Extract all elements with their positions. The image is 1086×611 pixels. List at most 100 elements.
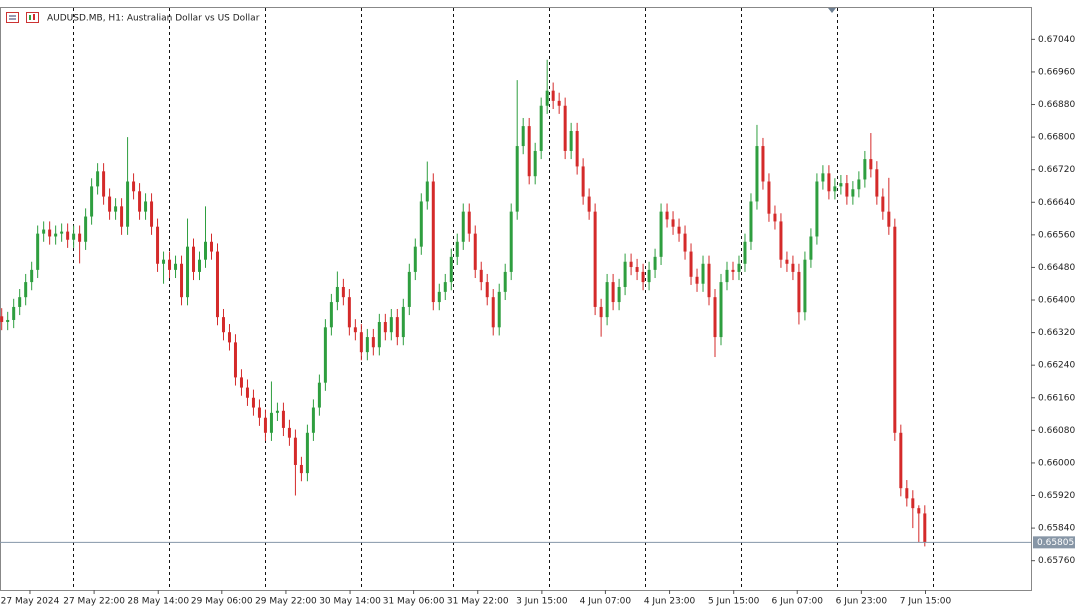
candle-body <box>599 306 603 318</box>
candle-body <box>425 181 429 202</box>
candle-body <box>150 201 154 227</box>
x-tick-label: 27 May 22:00 <box>63 597 125 607</box>
candle-body <box>887 211 891 227</box>
candle-body <box>569 130 573 151</box>
candle-body <box>701 263 705 284</box>
y-tick-label: 0.66960 <box>1038 67 1075 77</box>
candle-body <box>545 90 549 106</box>
candle-body <box>275 410 279 413</box>
y-tick-label: 0.66880 <box>1038 100 1075 110</box>
candle-body <box>713 297 717 338</box>
candle-body <box>174 263 178 270</box>
candle-body <box>905 488 909 499</box>
candle-body <box>102 171 106 197</box>
x-tick-label: 7 Jun 15:00 <box>900 597 952 607</box>
x-tick-label: 27 May 2024 <box>1 597 60 607</box>
y-tick-label: 0.65920 <box>1038 491 1075 501</box>
candle-body <box>24 282 28 298</box>
x-tick-label: 31 May 22:00 <box>447 597 509 607</box>
y-tick-label: 0.65840 <box>1038 524 1075 534</box>
candle-body <box>233 342 237 378</box>
candle-body <box>227 332 231 343</box>
candle-body <box>653 256 657 270</box>
title-icons <box>6 12 39 23</box>
candle-body <box>827 173 831 192</box>
candle-body <box>239 377 243 388</box>
candle-body <box>557 100 561 106</box>
candle-body <box>78 233 82 242</box>
price-label: 0.65805 <box>1037 538 1074 548</box>
candle-body <box>245 387 249 398</box>
candle-body <box>461 211 465 242</box>
candle-body <box>803 259 807 313</box>
candle-body <box>611 282 615 303</box>
candle-body <box>156 226 160 264</box>
candle-body <box>779 221 783 260</box>
candle-body <box>281 410 285 428</box>
candle-body <box>737 263 741 272</box>
candle-body <box>791 263 795 272</box>
candle-body <box>6 319 10 323</box>
candle-body <box>773 213 777 222</box>
candle-body <box>407 271 411 307</box>
candle-body <box>180 263 184 298</box>
candle-body <box>353 327 357 333</box>
candle-body <box>473 233 477 270</box>
candle-body <box>605 282 609 318</box>
candle-body <box>401 306 405 338</box>
candle-body <box>515 146 519 212</box>
candle-body <box>36 233 40 270</box>
candle-body <box>527 126 531 177</box>
candle-body <box>767 181 771 214</box>
candle-body <box>797 271 801 313</box>
candle-body <box>138 191 142 212</box>
x-tick-label: 6 Jun 07:00 <box>772 597 824 607</box>
candle-body <box>671 219 675 227</box>
candle-body <box>90 186 94 217</box>
candle-body <box>851 189 855 197</box>
y-tick-label: 0.66720 <box>1038 165 1075 175</box>
price-tag <box>1033 536 1075 549</box>
candle-body <box>66 231 70 240</box>
candle-body <box>629 261 633 268</box>
candle-body <box>683 233 687 252</box>
candle-body <box>899 432 903 489</box>
candle-body <box>785 259 789 264</box>
candle-body <box>809 236 813 260</box>
candle-body <box>329 302 333 328</box>
candle-body <box>755 146 759 202</box>
candle-body <box>192 246 196 272</box>
candle-body <box>341 286 345 298</box>
y-tick-label: 0.66560 <box>1038 230 1075 240</box>
candle-body <box>389 317 393 333</box>
candle-body <box>257 407 261 418</box>
candle-body <box>186 246 190 298</box>
x-tick-label: 4 Jun 07:00 <box>580 597 632 607</box>
candle-body <box>48 229 52 237</box>
candle-body <box>575 130 579 167</box>
candle-body <box>215 251 219 318</box>
candle-body <box>509 211 513 272</box>
candle-body <box>719 282 723 338</box>
icon <box>6 12 19 23</box>
y-tick-label: 0.65760 <box>1038 556 1075 566</box>
plot-frame <box>0 7 1032 591</box>
candle-body <box>731 269 735 272</box>
candle-body <box>221 317 225 333</box>
candle-body <box>168 259 172 270</box>
candle-body <box>521 126 525 147</box>
candle-body <box>431 181 435 303</box>
candle-body <box>419 201 423 247</box>
candle-body <box>911 498 915 509</box>
candle-body <box>120 206 124 227</box>
marker <box>828 8 836 13</box>
candle-body <box>84 216 88 242</box>
candle-body <box>875 169 879 197</box>
candle-body <box>132 181 136 192</box>
candle-body <box>54 233 58 237</box>
candle-body <box>863 159 867 180</box>
candle-body <box>923 513 927 543</box>
candle-body <box>503 271 507 292</box>
candle-body <box>857 179 861 190</box>
